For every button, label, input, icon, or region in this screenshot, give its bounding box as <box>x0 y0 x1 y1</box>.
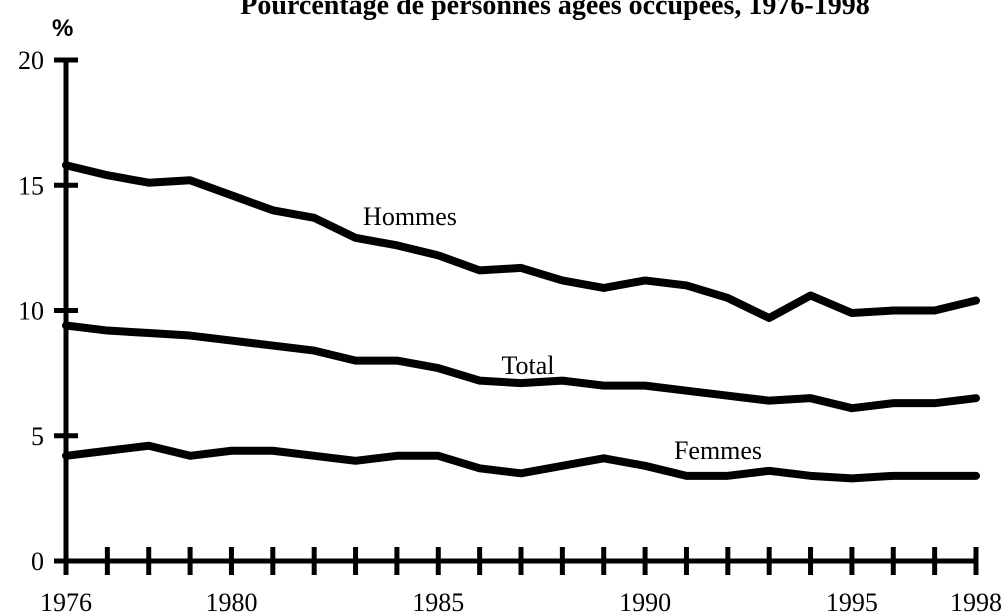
series-label: Femmes <box>674 436 762 465</box>
series-label: Hommes <box>363 202 457 231</box>
x-tick-label: 1998 <box>950 588 1002 612</box>
y-tick-label: 20 <box>18 46 44 75</box>
y-axis-label: % <box>52 15 73 42</box>
series-label: Total <box>501 351 554 380</box>
y-tick-label: 15 <box>18 171 44 200</box>
y-tick-label: 5 <box>31 422 44 451</box>
chart-title: Pourcentage de personnes âgées occupées,… <box>240 0 869 21</box>
line-series <box>62 321 980 413</box>
line-series <box>62 161 980 323</box>
x-tick-label: 1990 <box>619 588 671 612</box>
y-tick-label: 10 <box>18 297 44 326</box>
x-tick-label: 1995 <box>826 588 878 612</box>
x-tick-label: 1985 <box>412 588 464 612</box>
x-tick-label: 1976 <box>40 588 92 612</box>
y-tick-label: 0 <box>31 547 44 576</box>
line-series <box>62 441 980 483</box>
x-tick-label: 1980 <box>205 588 257 612</box>
